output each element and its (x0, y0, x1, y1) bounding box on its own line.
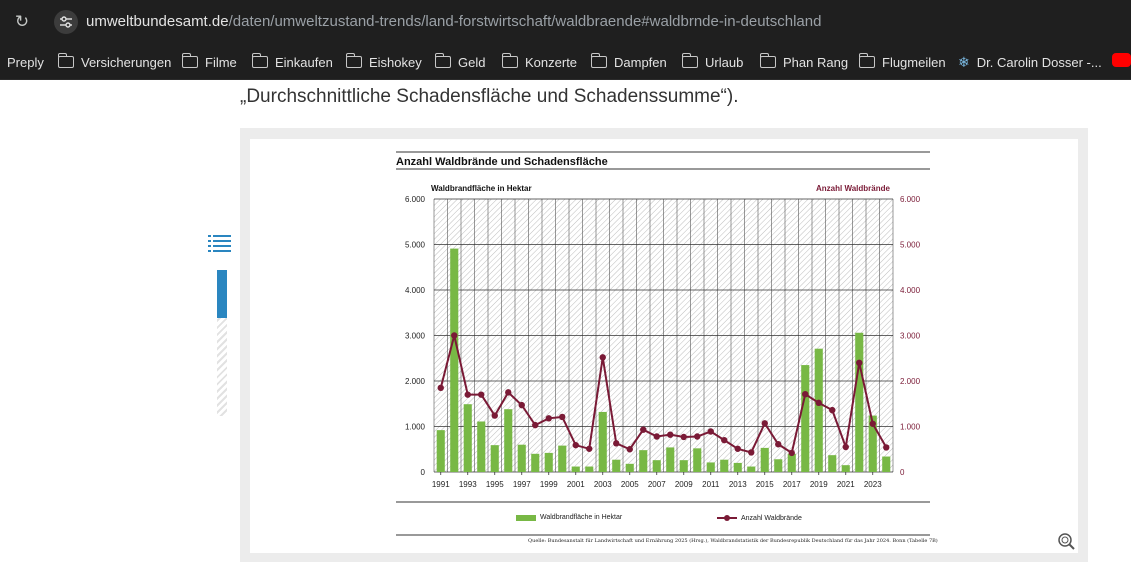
bookmark-geld[interactable]: Geld (434, 44, 486, 80)
bookmark-label: Versicherungen (81, 54, 172, 70)
folder-icon (345, 53, 362, 68)
bookmark-versicherungen[interactable]: Versicherungen (57, 44, 172, 80)
url-host: umweltbundesamt.de (86, 13, 229, 30)
bookmark-filme[interactable]: Filme (181, 44, 237, 80)
folder-icon (57, 53, 74, 68)
folder-icon (858, 53, 875, 68)
bookmark-label: Urlaub (705, 54, 744, 70)
reading-progress (217, 270, 227, 416)
bookmark-label: Geld (458, 54, 486, 70)
chart-figure (250, 139, 1078, 553)
bookmark-label: Dr. Carolin Dosser -... (976, 54, 1102, 70)
chart-source: Quelle: Bundesanstalt für Landwirtschaft… (528, 538, 938, 544)
bookmark-preply[interactable]: Preply (7, 44, 44, 80)
legend-label: Anzahl Waldbrände (741, 514, 802, 522)
intro-text: „Durchschnittliche Schadensfläche und Sc… (240, 86, 739, 107)
bookmark-label: Flugmeilen (882, 54, 946, 70)
chart-title: Anzahl Waldbrände und Schadensfläche (396, 156, 608, 168)
address-bar: ↻ umweltbundesamt.de/daten/umweltzustand… (0, 0, 1131, 44)
folder-icon (501, 53, 518, 68)
legend-item-count: Anzahl Waldbrände (717, 514, 802, 522)
legend-label: Waldbrandfläche in Hektar (540, 514, 623, 521)
bookmark-label: Eishokey (369, 54, 422, 70)
folder-icon (759, 53, 776, 68)
bookmark-label: Phan Rang (783, 54, 849, 70)
bookmark-konzerte[interactable]: Konzerte (501, 44, 578, 80)
url-path: /daten/umweltzustand-trends/land-forstwi… (228, 13, 822, 30)
folder-icon (681, 53, 698, 68)
folder-icon (251, 53, 268, 68)
legend-swatch-line (717, 514, 737, 522)
legend-item-area: Waldbrandfläche in Hektar (516, 514, 622, 521)
youtube-icon[interactable] (1112, 53, 1131, 67)
site-info-icon[interactable] (54, 10, 78, 34)
bookmark-label: Preply (7, 54, 44, 70)
bookmarks-bar: Preply Versicherungen Filme Einkaufen Ei… (0, 44, 1131, 80)
reading-progress-fill (217, 270, 227, 318)
chart-y2-axis-label: Anzahl Waldbrände (816, 184, 890, 193)
bookmark-flugmeilen[interactable]: Flugmeilen (858, 44, 946, 80)
table-of-contents-icon[interactable] (208, 235, 232, 252)
chart-y-axis-label: Waldbrandfläche in Hektar (431, 184, 532, 193)
reload-icon[interactable]: ↻ (14, 12, 30, 32)
bookmark-label: Konzerte (525, 54, 578, 70)
folder-icon (181, 53, 198, 68)
snowflake-icon: ❄ (958, 53, 970, 70)
bookmark-dampfen[interactable]: Dampfen (590, 44, 667, 80)
bookmark-label: Einkaufen (275, 54, 333, 70)
bookmark-dr-carolin-dosser[interactable]: ❄ Dr. Carolin Dosser -... (958, 44, 1102, 80)
bookmark-urlaub[interactable]: Urlaub (681, 44, 744, 80)
zoom-icon[interactable] (1057, 532, 1075, 550)
folder-icon (434, 53, 451, 68)
folder-icon (590, 53, 607, 68)
bookmark-einkaufen[interactable]: Einkaufen (251, 44, 333, 80)
legend-swatch-bar (516, 514, 536, 521)
bookmark-label: Filme (205, 54, 237, 70)
bookmark-eishokey[interactable]: Eishokey (345, 44, 422, 80)
bookmark-phan-rang[interactable]: Phan Rang (759, 44, 849, 80)
bookmark-label: Dampfen (614, 54, 667, 70)
url-field[interactable]: umweltbundesamt.de/daten/umweltzustand-t… (86, 13, 821, 30)
